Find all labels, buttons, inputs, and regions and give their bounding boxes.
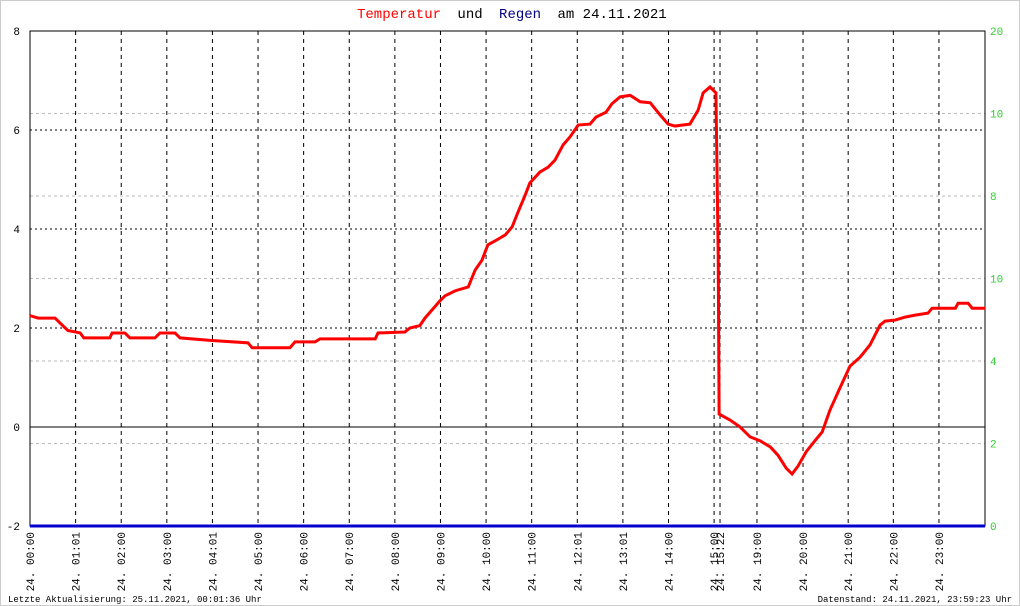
y2-tick-label: 10 [990, 110, 1003, 122]
y2-tick-label: 0 [990, 522, 997, 534]
x-tick-label: 24. 11:00 [528, 532, 540, 591]
y2-tick-label: 4 [990, 357, 997, 369]
y2-tick-label: 8 [990, 192, 997, 204]
x-tick-label: 24. 15:22 [716, 532, 728, 591]
x-tick-label: 24. 04:01 [208, 532, 220, 592]
y-tick-label: -2 [7, 522, 20, 534]
y-tick-label: 2 [13, 324, 20, 336]
x-tick-label: 24. 03:00 [163, 532, 175, 591]
y-tick-label: 4 [13, 225, 20, 237]
series-line [29, 84, 985, 477]
x-tick-label: 24. 06:00 [300, 532, 312, 591]
title-date: am 24.11.2021 [557, 7, 666, 23]
x-tick-label: 24. 01:01 [72, 532, 84, 592]
y-tick-label: 0 [13, 423, 20, 435]
chart-title: Temperatur und Regen am 24.11.2021 [357, 7, 667, 23]
y2-tick-label: 20 [990, 27, 1003, 39]
x-tick-label: 24. 10:00 [482, 532, 494, 591]
y-tick-label: 8 [13, 27, 20, 39]
x-tick-label: 24. 14:00 [664, 532, 676, 591]
x-tick-label: 24. 02:00 [117, 532, 129, 591]
y-tick-label: 6 [13, 126, 20, 138]
y2-tick-label: 10 [990, 275, 1003, 287]
title-temp: Temperatur [357, 7, 441, 23]
x-tick-label: 24. 22:00 [889, 532, 901, 591]
footer-left: Letzte Aktualisierung: 25.11.2021, 00:01… [8, 595, 262, 605]
x-tick-label: 24. 23:00 [935, 532, 947, 591]
x-tick-label: 24. 00:00 [26, 532, 38, 591]
title-and: und [457, 7, 482, 23]
x-tick-label: 24. 15:00 [710, 532, 722, 591]
x-tick-label: 24. 05:00 [254, 532, 266, 591]
x-tick-label: 24. 12:01 [573, 532, 585, 592]
x-tick-label: 24. 20:00 [799, 532, 811, 591]
y2-tick-label: 2 [990, 440, 997, 452]
title-rain: Regen [499, 7, 541, 23]
x-tick-label: 24. 19:00 [753, 532, 765, 591]
x-tick-label: 24. 13:01 [619, 532, 631, 592]
x-tick-label: 24. 21:00 [844, 532, 856, 591]
x-tick-label: 24. 07:00 [345, 532, 357, 591]
x-tick-label: 24. 08:00 [391, 532, 403, 591]
footer-right: Datenstand: 24.11.2021, 23:59:23 Uhr [818, 595, 1012, 605]
x-tick-label: 24. 09:00 [436, 532, 448, 591]
